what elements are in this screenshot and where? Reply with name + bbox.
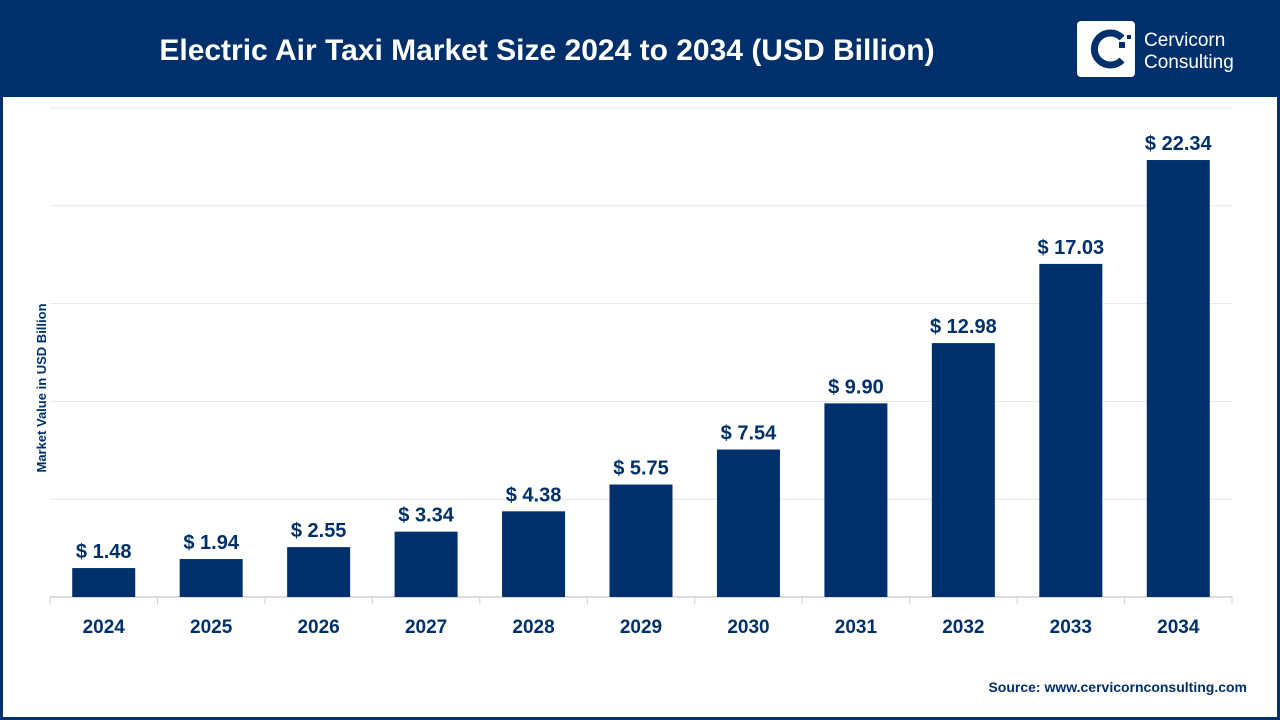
x-tick-label-2029: 2029 xyxy=(620,617,662,638)
bar-2025 xyxy=(179,559,243,597)
bar-2029 xyxy=(609,484,673,597)
logo-square-icon xyxy=(1119,42,1125,48)
x-tick-label-2033: 2033 xyxy=(1050,617,1092,638)
x-tick-label-2024: 2024 xyxy=(83,617,126,638)
logo-line2: Consulting xyxy=(1144,52,1234,73)
x-tick-label-2025: 2025 xyxy=(190,617,233,638)
x-tick-label-2034: 2034 xyxy=(1157,617,1200,638)
x-tick-label-2031: 2031 xyxy=(835,617,878,638)
data-label-2029: $ 5.75 xyxy=(613,458,669,480)
x-tick-label-2027: 2027 xyxy=(405,617,447,638)
chart-title: Electric Air Taxi Market Size 2024 to 20… xyxy=(159,34,934,67)
data-label-2030: $ 7.54 xyxy=(721,423,777,445)
source-text: Source: www.cervicornconsulting.com xyxy=(988,679,1247,695)
x-tick-label-2032: 2032 xyxy=(942,617,984,638)
data-label-2028: $ 4.38 xyxy=(506,484,562,506)
data-label-2032: $ 12.98 xyxy=(930,316,997,338)
data-label-2024: $ 1.48 xyxy=(76,541,132,563)
bar-2031 xyxy=(824,403,888,597)
header-bar xyxy=(0,0,1280,97)
data-label-2034: $ 22.34 xyxy=(1145,133,1213,155)
x-tick-label-2028: 2028 xyxy=(512,617,554,638)
logo: Cervicorn Consulting xyxy=(1077,21,1234,77)
logo-square-small-icon xyxy=(1127,35,1131,39)
data-label-2033: $ 17.03 xyxy=(1037,237,1104,259)
data-label-2031: $ 9.90 xyxy=(828,376,884,398)
bar-2030 xyxy=(716,449,780,597)
bar-2026 xyxy=(287,547,351,597)
logo-line1: Cervicorn xyxy=(1144,30,1225,51)
x-tick-label-2030: 2030 xyxy=(727,617,769,638)
x-tick-label-2026: 2026 xyxy=(297,617,339,638)
logo-badge xyxy=(1077,21,1135,77)
logo-c-icon xyxy=(1090,29,1125,69)
bar-2032 xyxy=(931,343,995,597)
data-label-2025: $ 1.94 xyxy=(183,532,239,554)
bar-2033 xyxy=(1039,263,1103,597)
data-label-2026: $ 2.55 xyxy=(291,520,347,542)
bar-2024 xyxy=(72,568,136,597)
bar-2028 xyxy=(502,511,566,597)
bar-2034 xyxy=(1146,160,1210,597)
bar-2027 xyxy=(394,531,458,597)
data-label-2027: $ 3.34 xyxy=(398,505,454,527)
y-axis-label: Market Value in USD Billion xyxy=(34,303,49,472)
